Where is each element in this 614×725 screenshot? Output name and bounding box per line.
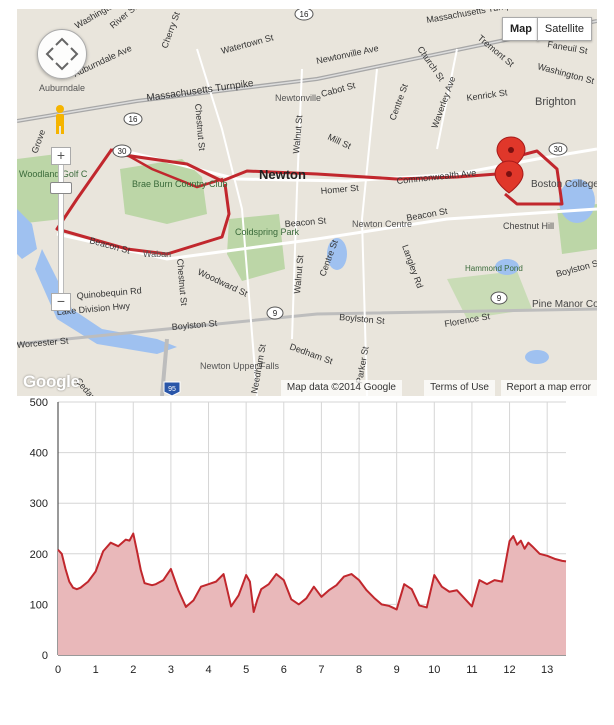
x-tick-label: 12 [503,664,515,676]
map-type-satellite-button[interactable]: Satellite [536,17,592,41]
y-tick-label: 400 [30,448,48,460]
x-tick-label: 10 [428,664,440,676]
svg-text:Woodland Golf C: Woodland Golf C [19,169,88,179]
crystal-lake [327,238,347,270]
elevation-line [57,532,567,613]
x-tick-label: 0 [55,664,61,676]
river-west [17,209,37,259]
svg-text:Auburndale: Auburndale [39,83,85,93]
elevation-area-fill [58,533,566,655]
svg-text:Brighton: Brighton [535,96,576,108]
svg-text:9: 9 [273,309,278,318]
hammond-pond-water [495,259,519,275]
x-tick-label: 13 [541,664,553,676]
x-tick-label: 4 [205,664,211,676]
route-marker-end[interactable] [494,160,524,194]
svg-text:Chestnut St: Chestnut St [175,258,189,306]
zoom-slider-track[interactable] [58,157,64,306]
svg-text:Homer St: Homer St [320,183,359,196]
x-tick-label: 3 [168,664,174,676]
svg-text:Newtonville: Newtonville [275,93,321,103]
zoom-in-button[interactable]: + [51,147,71,165]
y-tick-label: 200 [30,549,48,561]
pond-south [525,350,549,364]
map-canvas[interactable]: 16 16 30 30 9 9 95 Massachusetts Turnpik… [17,9,597,396]
y-tick-label: 300 [30,498,48,510]
x-tick-label: 8 [356,664,362,676]
svg-text:Newton Upper Falls: Newton Upper Falls [200,361,280,371]
zoom-slider-handle[interactable] [50,182,72,194]
route-9-road [17,307,597,346]
svg-text:16: 16 [300,10,309,19]
svg-text:95: 95 [168,386,176,393]
x-tick-label: 9 [394,664,400,676]
x-tick-label: 2 [130,664,136,676]
map-view[interactable]: 16 16 30 30 9 9 95 Massachusetts Turnpik… [17,9,597,396]
pegman-icon[interactable] [53,104,67,136]
svg-text:Walnut St: Walnut St [291,114,304,154]
svg-text:Walnut St: Walnut St [292,254,305,294]
hammond-park [447,271,532,319]
svg-text:Newton: Newton [259,167,306,182]
elevation-chart: 0 100 200 300 400 500 0 1 2 3 4 5 6 7 8 9 10 11 12 13 [0,396,614,720]
x-tick-label: 11 [466,664,477,676]
x-tick-label: 7 [318,664,324,676]
svg-text:Brae Burn Country Club: Brae Burn Country Club [132,179,228,189]
route-marker-start[interactable] [496,136,526,170]
pan-control[interactable] [37,29,87,79]
route-30-shield-right: 30 [548,142,568,156]
svg-text:Chestnut Hill: Chestnut Hill [503,221,554,231]
route-9-shield-right: 9 [490,291,508,305]
svg-text:Worcester St: Worcester St [17,335,69,350]
svg-text:16: 16 [129,115,138,124]
report-map-error-link[interactable]: Report a map error [500,380,597,396]
route-16-shield-top: 16 [294,9,314,21]
svg-text:Boylston St: Boylston St [339,312,386,326]
route-16-shield-left: 16 [123,112,143,126]
y-tick-label: 100 [30,599,48,611]
map-type-map-button[interactable]: Map [502,17,539,41]
svg-text:Coldspring Park: Coldspring Park [235,227,300,237]
svg-text:Chestnut St: Chestnut St [193,103,207,151]
svg-text:Hammond Pond: Hammond Pond [465,264,523,273]
google-logo[interactable]: Google [23,372,80,391]
route-9-shield-center: 9 [266,306,284,320]
i95-road [160,338,169,396]
svg-text:Waban: Waban [143,249,171,259]
y-tick-label: 0 [42,650,48,662]
route-95-shield: 95 [163,381,181,396]
svg-text:Newton Centre: Newton Centre [352,219,412,229]
svg-text:30: 30 [554,145,563,154]
svg-text:Boylston St: Boylston St [171,318,218,332]
terms-of-use-link[interactable]: Terms of Use [424,380,495,396]
map-attribution: Map data ©2014 Google [280,380,402,396]
y-tick-label: 500 [30,397,48,409]
svg-text:Beacon St: Beacon St [284,215,327,229]
svg-text:30: 30 [118,147,127,156]
x-tick-label: 5 [243,664,249,676]
x-tick-label: 6 [281,664,287,676]
elevation-area [57,532,567,655]
x-tick-label: 1 [93,664,99,676]
woodland-golf-area [17,154,62,224]
route-path [55,147,564,256]
route-30-shield-left: 30 [112,144,132,158]
svg-text:Boston College: Boston College [531,179,597,190]
svg-text:Pine Manor College: Pine Manor College [532,299,597,310]
brae-burn-park [120,159,207,224]
pan-arrows-icon [45,37,79,71]
svg-text:9: 9 [497,294,502,303]
zoom-out-button[interactable]: − [51,293,71,311]
